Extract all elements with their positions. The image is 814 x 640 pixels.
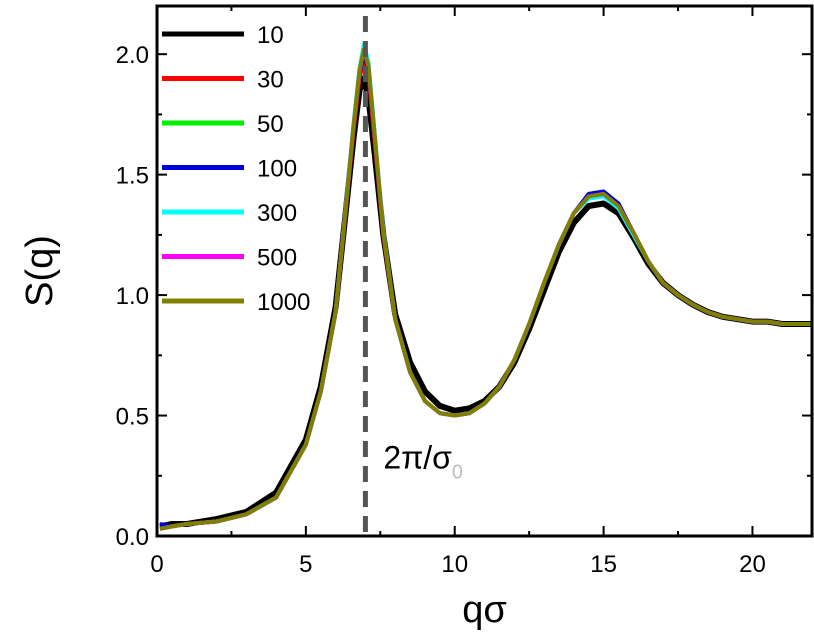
plot-frame [155,4,814,538]
legend-label-100: 100 [257,156,297,183]
x-tick-label: 5 [299,551,312,578]
x-tick-label: 0 [150,551,163,578]
legend-label-30: 30 [257,67,284,94]
annotation-main: 2π/σ [383,440,452,476]
series-line-1000 [159,47,812,531]
legend-label-300: 300 [257,200,297,227]
x-tick-label: 20 [739,551,766,578]
annotation-subscript: 0 [452,462,463,484]
x-tick-label: 10 [441,551,468,578]
x-axis-label: qσ [462,589,507,631]
legend-label-500: 500 [257,245,297,272]
legend-label-50: 50 [257,111,284,138]
y-axis-label: S(q) [19,235,61,307]
y-tick-label: 2.0 [116,42,149,69]
legend-label-10: 10 [257,22,284,49]
x-tick-label: 15 [590,551,617,578]
y-tick-label: 0.5 [116,404,149,431]
ticks-layer: 0 5 10 15 20 0.0 0.5 1.0 1.5 2.0 [116,6,812,578]
legend: 10 30 50 100 300 500 1000 [162,22,310,316]
legend-label-1000: 1000 [257,289,310,316]
y-tick-label: 1.0 [116,283,149,310]
peak-annotation: 2π/σ0 [383,440,463,484]
y-tick-label: 1.5 [116,163,149,190]
series-layer [159,42,812,531]
y-tick-label: 0.0 [116,524,149,551]
